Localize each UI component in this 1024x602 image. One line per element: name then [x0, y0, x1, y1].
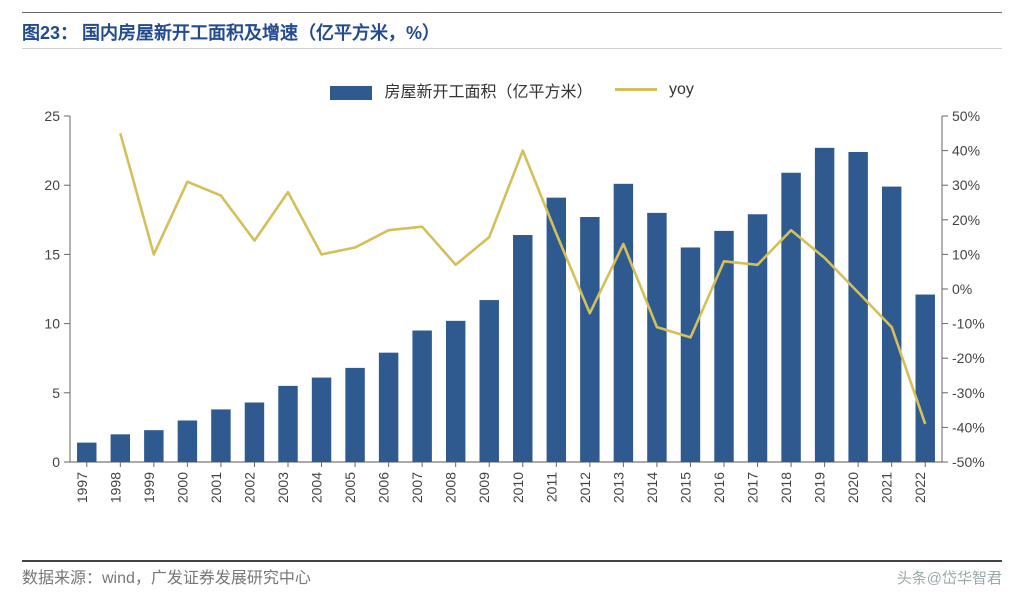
legend-line-label: yoy — [669, 81, 694, 98]
svg-text:-10%: -10% — [952, 316, 985, 332]
svg-text:0: 0 — [52, 454, 60, 470]
line-swatch — [615, 88, 657, 91]
title-prefix: 图23： — [22, 19, 78, 45]
bar — [580, 217, 599, 462]
svg-text:5: 5 — [52, 385, 60, 401]
svg-text:30%: 30% — [952, 177, 980, 193]
svg-text:0%: 0% — [952, 281, 972, 297]
x-tick-label: 2004 — [309, 472, 325, 503]
x-tick-label: 2009 — [476, 472, 492, 503]
bar — [111, 434, 130, 462]
x-tick-label: 2011 — [543, 472, 559, 502]
svg-text:-50%: -50% — [952, 454, 985, 470]
bar — [446, 321, 465, 462]
bar — [882, 187, 901, 462]
bar — [278, 386, 297, 462]
x-tick-label: 2010 — [510, 472, 526, 503]
bar — [77, 443, 96, 462]
x-tick-label: 2018 — [778, 472, 794, 503]
bar — [211, 409, 230, 462]
x-tick-label: 2021 — [879, 472, 895, 503]
bar — [781, 173, 800, 462]
bar — [647, 213, 666, 462]
bar — [916, 295, 935, 462]
title-separator — [22, 48, 1002, 49]
svg-text:10%: 10% — [952, 246, 980, 262]
title-text: 国内房屋新开工面积及增速（亿平方米，%） — [82, 19, 440, 45]
bar — [245, 402, 264, 462]
x-tick-label: 2005 — [342, 472, 358, 503]
x-tick-label: 2012 — [577, 472, 593, 503]
x-tick-label: 1997 — [74, 472, 90, 503]
x-tick-label: 2000 — [174, 472, 190, 503]
x-tick-label: 2002 — [241, 472, 257, 503]
svg-text:-20%: -20% — [952, 350, 985, 366]
bar — [345, 368, 364, 462]
bar — [480, 300, 499, 462]
bar — [547, 198, 566, 462]
x-tick-label: 2013 — [610, 472, 626, 503]
x-tick-label: 2014 — [644, 472, 660, 503]
legend-bar-label: 房屋新开工面积（亿平方米） — [385, 84, 593, 101]
x-tick-label: 2015 — [677, 472, 693, 503]
x-tick-label: 2016 — [711, 472, 727, 503]
source-text: 数据来源：wind，广发证券发展研究中心 — [22, 564, 311, 588]
svg-text:40%: 40% — [952, 143, 980, 159]
x-tick-label: 2003 — [275, 472, 291, 503]
bar — [748, 214, 767, 462]
x-tick-label: 2008 — [443, 472, 459, 503]
legend-line: yoy — [615, 81, 694, 99]
legend: 房屋新开工面积（亿平方米） yoy — [0, 78, 1024, 102]
x-tick-label: 2022 — [912, 472, 928, 503]
chart-title: 图23： 国内房屋新开工面积及增速（亿平方米，%） — [22, 12, 1002, 45]
svg-text:20: 20 — [44, 177, 60, 193]
bar — [178, 420, 197, 462]
legend-bar: 房屋新开工面积（亿平方米） — [330, 78, 592, 102]
svg-text:15: 15 — [44, 246, 60, 262]
bar — [848, 152, 867, 462]
svg-text:10: 10 — [44, 316, 60, 332]
bar — [312, 378, 331, 462]
x-tick-label: 2020 — [845, 472, 861, 503]
bar — [144, 430, 163, 462]
x-tick-label: 2001 — [208, 472, 224, 503]
chart-svg: 0 5 10 15 20 25 -50% -40% -30% -20% -10% 0% 10% 20% 30… — [18, 108, 1006, 528]
bar — [379, 353, 398, 462]
x-tick-label: 2019 — [812, 472, 828, 503]
bar — [614, 184, 633, 462]
svg-text:25: 25 — [44, 108, 60, 124]
svg-text:50%: 50% — [952, 108, 980, 124]
x-tick-label: 1998 — [107, 472, 123, 503]
x-tick-label: 1999 — [141, 472, 157, 503]
x-tick-label: 2017 — [745, 472, 761, 503]
bar — [815, 148, 834, 462]
bar — [714, 231, 733, 462]
bar — [513, 235, 532, 462]
watermark: 头条@岱华智君 — [897, 567, 1002, 588]
svg-text:-40%: -40% — [952, 419, 985, 435]
svg-text:-30%: -30% — [952, 385, 985, 401]
bar — [412, 331, 431, 462]
svg-text:20%: 20% — [952, 212, 980, 228]
bar-swatch — [330, 86, 372, 100]
footer-rule — [22, 560, 1002, 562]
x-tick-label: 2006 — [376, 472, 392, 503]
bar — [681, 247, 700, 462]
x-tick-label: 2007 — [409, 472, 425, 503]
